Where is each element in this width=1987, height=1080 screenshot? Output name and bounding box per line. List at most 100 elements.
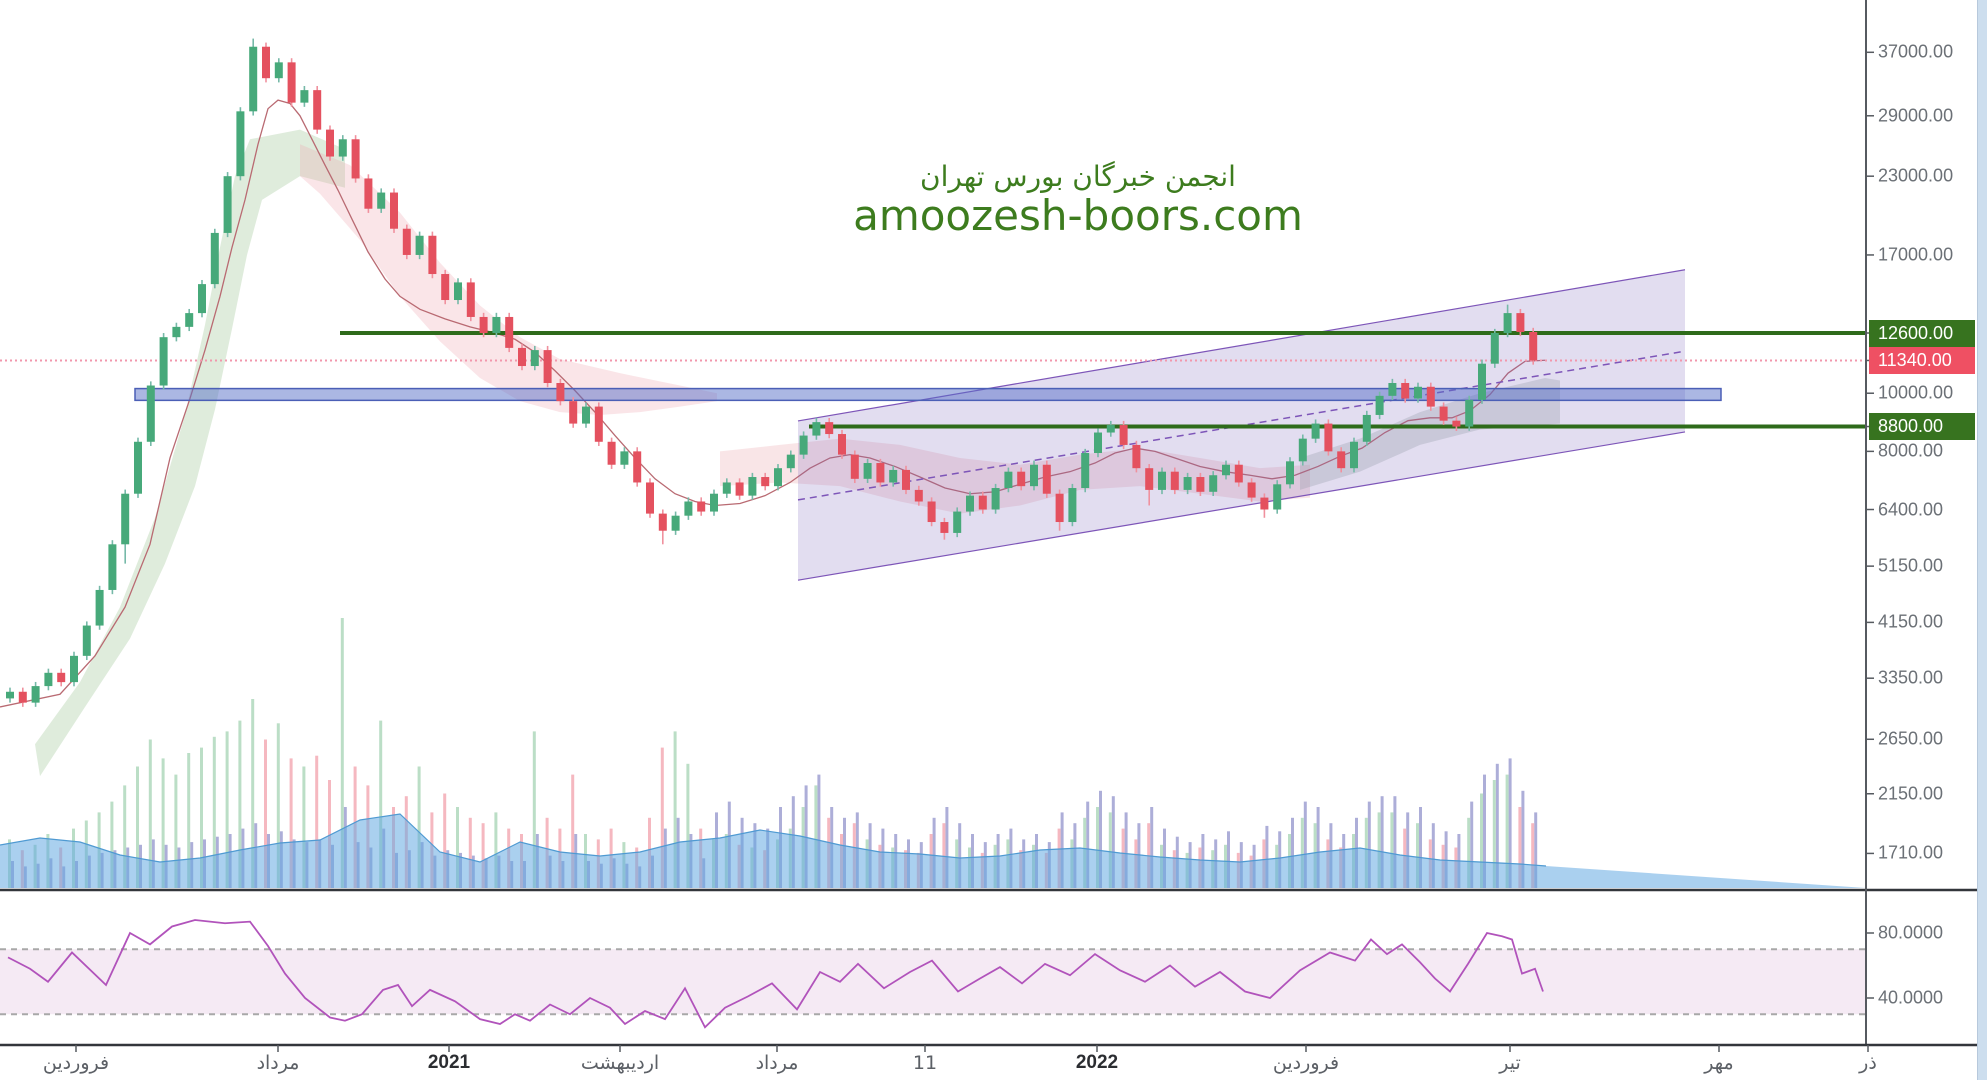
candle-body — [262, 46, 270, 79]
candle-body — [31, 686, 40, 703]
candle-body — [1132, 444, 1141, 469]
candle-body — [1183, 477, 1192, 490]
price-badge-8800[interactable]: 8800.00 — [1869, 413, 1975, 441]
candle-body — [761, 477, 770, 487]
volume-bar — [814, 785, 818, 888]
candle-body — [1004, 471, 1013, 489]
last-price-badge[interactable]: 11340.00 — [1869, 346, 1975, 374]
candle-body — [1350, 441, 1358, 469]
secondary-volume-bar — [932, 817, 936, 888]
candle-body — [697, 501, 706, 512]
volume-bar — [251, 699, 255, 888]
y-axis-tick-label: 4150.00 — [1878, 611, 1944, 632]
candle-body — [249, 46, 258, 112]
candle-body — [326, 129, 334, 157]
candle-body — [402, 228, 411, 255]
candle-body — [850, 454, 859, 479]
candle-body — [492, 316, 501, 333]
candle-body — [710, 493, 718, 512]
volume-bar — [443, 793, 447, 888]
price-axis[interactable]: 12600.00 11340.00 8800.00 80.0000 40.000… — [1867, 0, 1977, 1045]
candle-body — [1145, 468, 1154, 490]
time-axis-label: فروردین — [1272, 1052, 1340, 1074]
candle-body — [735, 482, 744, 496]
candle-body — [1273, 484, 1282, 510]
volume-bar — [1531, 823, 1535, 888]
secondary-volume-bar — [1431, 823, 1435, 888]
candle-body — [82, 625, 91, 656]
y-axis-tick-label: 23000.00 — [1878, 165, 1954, 186]
volume-bar — [110, 801, 114, 888]
candle-body — [1324, 423, 1333, 452]
time-axis-label: 2022 — [1075, 1052, 1119, 1073]
volume-bar — [340, 618, 344, 888]
volume-bar — [686, 763, 690, 888]
candle-body — [1465, 399, 1474, 427]
candle-body — [1388, 383, 1397, 396]
time-axis-label: تیر — [1499, 1052, 1521, 1074]
rsi-axis-tick-80: 80.0000 — [1878, 922, 1944, 943]
candle-body — [1311, 423, 1320, 439]
candle-body — [991, 488, 1000, 510]
volume-bar — [161, 758, 165, 888]
candle-body — [1068, 488, 1077, 523]
candle-body — [377, 192, 386, 209]
candle-body — [543, 350, 552, 384]
volume-bar — [328, 780, 331, 888]
candle-body — [236, 111, 245, 177]
y-axis-tick-label: 5150.00 — [1878, 555, 1944, 576]
secondary-volume-bar — [1367, 801, 1371, 888]
volume-area-line — [0, 813, 1547, 867]
volume-bar — [225, 731, 229, 888]
candle-body — [1081, 453, 1090, 489]
secondary-volume-bar — [1291, 817, 1294, 888]
price-badge-12600[interactable]: 12600.00 — [1869, 319, 1975, 347]
candle-body — [1426, 386, 1435, 407]
volume-bar — [289, 758, 293, 888]
candle-body — [1478, 363, 1486, 400]
time-axis-label: فروردین — [42, 1052, 110, 1074]
candle-body — [6, 691, 14, 699]
secondary-volume-bar — [945, 807, 949, 888]
candle-body — [1234, 464, 1243, 483]
candle-body — [223, 176, 232, 233]
volume-bar — [532, 731, 536, 888]
candle-body — [774, 468, 782, 487]
secondary-volume-bar — [1393, 796, 1397, 888]
candle-body — [671, 515, 680, 531]
candle-body — [966, 495, 974, 512]
candle-body — [1209, 475, 1218, 492]
candle-body — [876, 463, 885, 483]
volume-bar — [1300, 817, 1304, 888]
candle-body — [1516, 313, 1525, 332]
right-scrollbar[interactable] — [1977, 0, 1987, 1080]
candle-body — [530, 350, 539, 367]
candle-body — [569, 401, 578, 424]
candle-body — [1017, 471, 1026, 487]
candle-body — [646, 482, 654, 514]
volume-bar — [276, 723, 280, 888]
time-axis-label: ذر — [1859, 1052, 1877, 1074]
secondary-volume-bar — [1483, 774, 1486, 888]
y-axis-tick-label: 17000.00 — [1878, 244, 1954, 265]
time-axis-label: مرداد — [256, 1052, 300, 1074]
candle-body — [1503, 313, 1512, 333]
candle-body — [1030, 464, 1038, 487]
rsi-axis-tick-40: 40.0000 — [1878, 987, 1944, 1008]
volume-bar — [571, 774, 575, 888]
candle-body — [1286, 461, 1294, 485]
candle-body — [428, 235, 437, 275]
candle-body — [863, 463, 872, 479]
secondary-volume-bar — [1508, 758, 1512, 888]
candle-body — [902, 469, 910, 490]
candle-body — [313, 90, 322, 130]
candle-body — [351, 139, 360, 179]
right-gray-cloud — [1300, 378, 1560, 490]
candle-body — [338, 139, 347, 157]
axis-ticks — [75, 51, 1874, 1052]
secondary-volume-bar — [1444, 831, 1448, 888]
time-axis[interactable]: فروردین مرداد 2021 اردیبهشت مرداد 11 2022 فرورد… — [0, 1045, 1978, 1080]
volume-bar — [123, 785, 127, 888]
